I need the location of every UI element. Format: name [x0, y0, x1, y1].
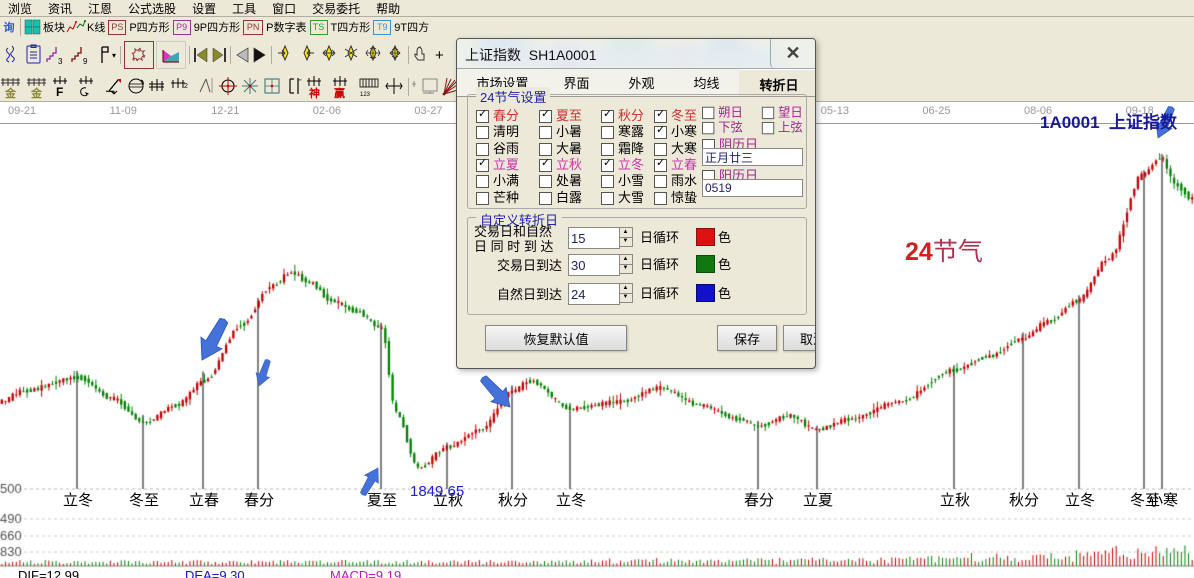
- svg-text:3: 3: [58, 57, 63, 66]
- svg-text:F: F: [56, 85, 63, 99]
- svg-text:金: 金: [30, 86, 43, 100]
- svg-text:金: 金: [4, 86, 17, 100]
- svg-text:123: 123: [360, 92, 371, 98]
- svg-text:神: 神: [309, 86, 320, 100]
- svg-text:9: 9: [83, 57, 88, 66]
- svg-text:赢: 赢: [334, 86, 345, 100]
- svg-text:": ": [299, 79, 302, 86]
- svg-text:2: 2: [184, 83, 188, 90]
